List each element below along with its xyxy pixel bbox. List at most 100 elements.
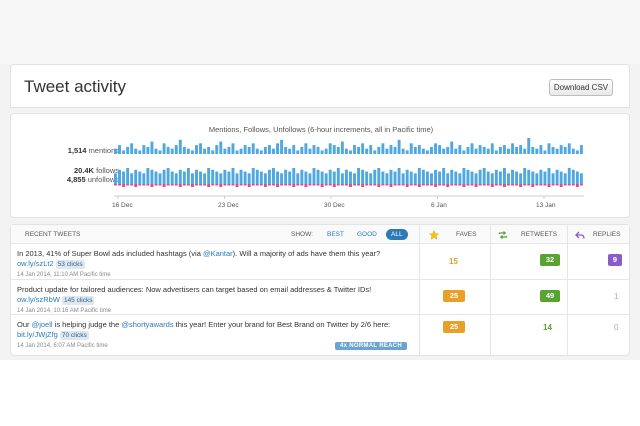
download-csv-button[interactable]: Download CSV <box>549 79 613 96</box>
mentions-bar <box>571 148 575 154</box>
filter-best[interactable]: BEST <box>327 231 344 238</box>
mentions-bar <box>401 148 405 154</box>
mentions-bar <box>462 150 466 154</box>
unfollows-bar <box>393 184 397 186</box>
mention-link[interactable]: @Kantar <box>202 249 233 258</box>
follows-bar <box>312 168 316 184</box>
clicks-badge: 70 clicks <box>59 330 89 340</box>
follows-bar <box>466 169 470 184</box>
mention-link[interactable]: @joell <box>31 320 53 329</box>
follows-bar <box>438 171 442 184</box>
retweet-icon <box>498 231 508 239</box>
mentions-bar <box>320 150 324 154</box>
follows-bar <box>490 173 494 184</box>
follows-bar <box>563 173 567 184</box>
table-row[interactable]: In 2013, 41% of Super Bowl ads included … <box>11 244 629 280</box>
follows-bar <box>182 171 186 184</box>
follows-bar <box>344 169 348 184</box>
follows-value: 20.4K <box>73 166 94 175</box>
mentions-bar <box>579 145 583 154</box>
follows-bar <box>357 168 361 184</box>
mentions-bar <box>223 148 227 154</box>
filter-good[interactable]: GOOD <box>357 231 377 238</box>
follows-bar <box>284 169 288 184</box>
follows-bar <box>349 171 352 184</box>
mentions-bar <box>502 145 506 154</box>
filter-all[interactable]: ALL <box>386 229 408 240</box>
follows-bar <box>247 173 251 184</box>
clicks-badge: 53 clicks <box>55 259 85 269</box>
mentions-bar <box>126 146 130 154</box>
follows-bar <box>280 173 284 184</box>
follows-bar <box>174 173 178 184</box>
mentions-bar <box>312 145 316 154</box>
unfollows-bar <box>219 184 223 187</box>
follows-bar <box>336 168 340 184</box>
mentions-bar <box>527 138 531 154</box>
mention-link[interactable]: @shortyawards <box>121 320 174 329</box>
unfollows-bar <box>199 184 203 186</box>
tweet-link[interactable]: ow.ly/szRbW <box>17 294 60 304</box>
unfollows-bar <box>211 184 215 186</box>
star-icon <box>429 230 439 240</box>
unfollows-bar <box>292 184 296 187</box>
follows-bar <box>365 171 369 184</box>
follows-bar <box>555 169 559 184</box>
mentions-bar <box>486 148 490 154</box>
unfollows-bar <box>272 184 275 186</box>
unfollows-bar <box>215 184 219 186</box>
unfollows-bar <box>381 184 385 186</box>
follows-bar <box>353 173 356 184</box>
follows-bar <box>417 168 421 184</box>
mentions-bar <box>272 148 275 154</box>
retweets-count: 49 <box>540 290 560 302</box>
tweet-link[interactable]: ow.ly/szLt2 <box>17 258 54 268</box>
follows-bar <box>482 168 486 184</box>
replies-header: REPLIES <box>593 231 621 238</box>
unfollows-bar <box>567 184 571 186</box>
mentions-bar <box>438 145 442 154</box>
follows-bar <box>519 173 523 184</box>
unfollows-bar <box>511 184 514 186</box>
tweet-link[interactable]: bit.ly/JWjZfg <box>17 329 58 339</box>
unfollows-bar <box>195 184 198 186</box>
mentions-bar <box>178 139 182 154</box>
tweet-text: In 2013, 41% of Super Bowl ads included … <box>17 249 417 280</box>
mentions-bar <box>324 148 328 154</box>
unfollows-bar <box>409 184 413 186</box>
x-tick-label: 6 Jan <box>431 202 447 209</box>
mentions-bar <box>316 146 320 154</box>
follows-bar <box>235 173 239 184</box>
tweet-text-part: In 2013, 41% of Super Bowl ads included … <box>17 249 203 258</box>
mentions-bar <box>555 148 559 154</box>
follows-bar <box>551 173 555 184</box>
unfollows-bar <box>186 184 190 186</box>
unfollows-bar <box>438 184 442 186</box>
mentions-bar <box>466 146 470 154</box>
follows-bar <box>158 173 162 184</box>
follows-bar <box>385 173 389 184</box>
mentions-bar <box>284 146 288 154</box>
follows-bar <box>567 168 571 184</box>
mentions-bar <box>563 146 567 154</box>
follows-bar <box>470 171 474 184</box>
tweet-text-part: is helping judge the <box>52 320 122 329</box>
mentions-bar <box>357 146 361 154</box>
follows-bar <box>413 173 417 184</box>
table-row[interactable]: Our @joell is helping judge the @shortya… <box>11 315 629 356</box>
mentions-bar <box>377 146 381 154</box>
table-row[interactable]: Product update for tailored audiences: N… <box>11 280 629 315</box>
follows-bar <box>543 171 547 184</box>
follows-bar <box>579 173 583 184</box>
follows-bar <box>130 173 134 184</box>
follows-bar <box>474 173 478 184</box>
mentions-bar <box>114 148 117 154</box>
follows-bar <box>304 171 308 184</box>
mentions-bar <box>551 146 555 154</box>
follows-bar <box>122 171 126 184</box>
mentions-bar <box>381 143 385 154</box>
follows-bar <box>166 168 170 184</box>
mentions-bar <box>369 145 373 154</box>
mentions-bar <box>138 150 142 154</box>
unfollows-bar <box>126 184 130 186</box>
